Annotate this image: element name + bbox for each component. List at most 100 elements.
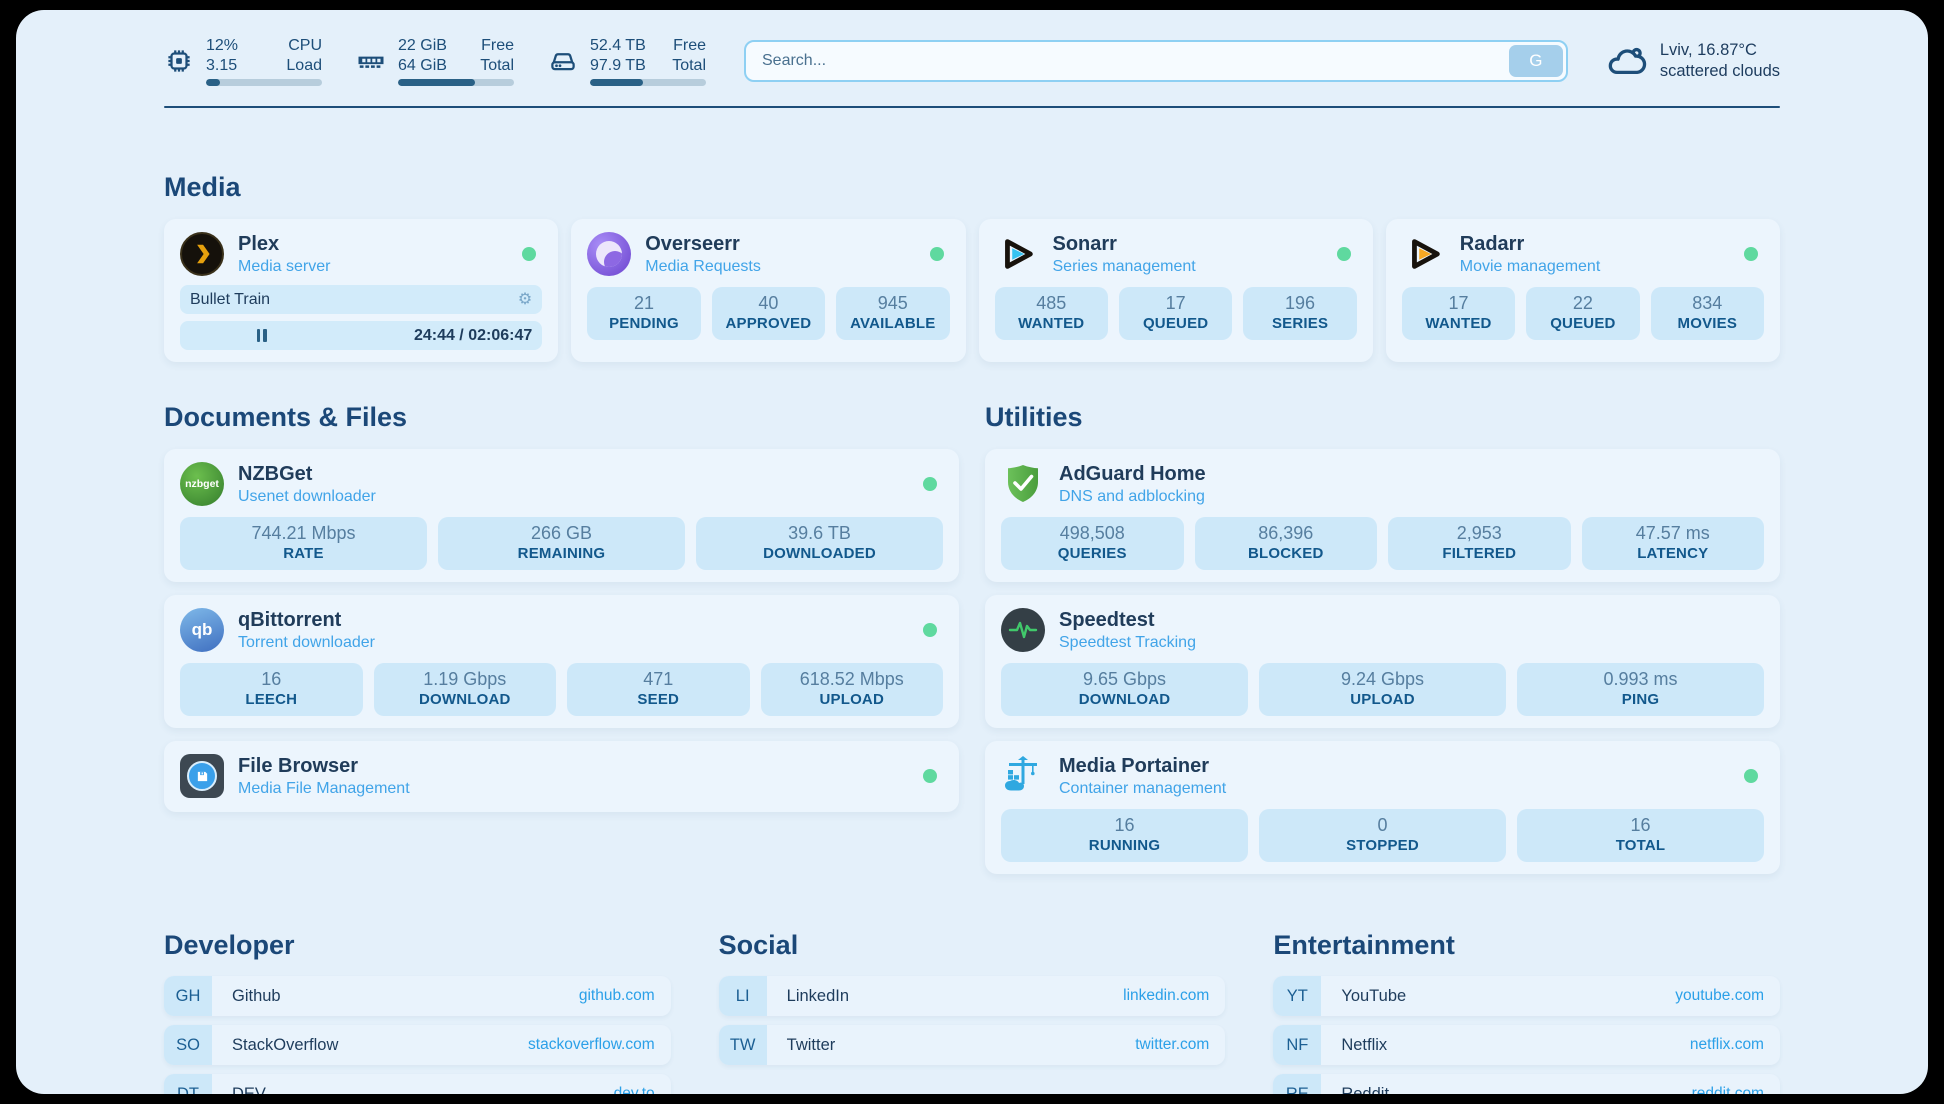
service-card-overseerr[interactable]: Overseerr Media Requests 21 PENDING 40 A…	[571, 219, 966, 363]
stat-box: 471 SEED	[567, 663, 750, 717]
bookmark-label: Netflix	[1341, 1035, 1388, 1054]
service-card-qbittorrent[interactable]: qb qBittorrent Torrent downloader 16 LEE…	[164, 595, 959, 729]
bookmark-url: reddit.com	[1691, 1085, 1764, 1094]
status-dot	[1336, 247, 1351, 262]
playback-progress-row: 24:44 / 02:06:47	[180, 321, 543, 351]
cpu-load-value: 3.15	[206, 56, 238, 74]
bookmark-netflix[interactable]: NF Netflix netflix.com	[1273, 1025, 1780, 1066]
radarr-icon	[1402, 232, 1446, 276]
bookmark-group-developer: Developer GH Github github.com SO StackO…	[164, 930, 671, 1094]
weather-widget[interactable]: Lviv, 16.87°C scattered clouds	[1606, 40, 1780, 83]
service-title: File Browser	[238, 754, 359, 777]
search-input[interactable]	[744, 40, 1568, 83]
bookmark-dev[interactable]: DT DEV dev.to	[164, 1074, 671, 1094]
bookmark-youtube[interactable]: YT YouTube youtube.com	[1273, 976, 1780, 1017]
cpu-widget: 12% 3.15 CPU Load	[164, 36, 322, 87]
cpu-icon	[164, 46, 194, 76]
section-title-developer: Developer	[164, 930, 295, 961]
utilities-column: Utilities	[985, 402, 1780, 875]
section-title-documents: Documents & Files	[164, 402, 408, 433]
memory-widget: 22 GiB 64 GiB Free Total	[356, 36, 514, 87]
section-title-media: Media	[164, 172, 241, 203]
memory-total-value: 64 GiB	[398, 56, 447, 74]
disk-total-label: Total	[672, 56, 706, 74]
section-title-utilities: Utilities	[985, 402, 1083, 433]
bookmark-linkedin[interactable]: LI LinkedIn linkedin.com	[718, 976, 1226, 1017]
service-card-sonarr[interactable]: Sonarr Series management 485 WANTED 17 Q…	[978, 219, 1373, 363]
bookmark-abbr: DT	[164, 1074, 212, 1094]
gear-icon[interactable]: ⚙	[517, 290, 533, 308]
stat-box: 834 MOVIES	[1650, 287, 1765, 341]
resource-widgets: 12% 3.15 CPU Load	[164, 36, 706, 87]
weather-location-temp: Lviv, 16.87°C	[1659, 40, 1757, 59]
documents-column: Documents & Files nzbget NZBGet Usenet d…	[164, 402, 959, 813]
service-card-plex[interactable]: Plex Media server Bullet Train ⚙ 24:44 /…	[164, 219, 559, 363]
service-card-adguard[interactable]: AdGuard Home DNS and adblocking 498,508 …	[985, 449, 1780, 583]
stat-box: 485 WANTED	[994, 287, 1108, 341]
stat-box: 0.993 ms PING	[1517, 663, 1764, 717]
memory-progress-bar	[398, 79, 514, 87]
bookmark-twitter[interactable]: TW Twitter twitter.com	[718, 1025, 1226, 1066]
section-title-social: Social	[718, 930, 799, 961]
bookmark-url: linkedin.com	[1123, 987, 1210, 1005]
bookmark-github[interactable]: GH Github github.com	[164, 976, 671, 1017]
service-title: AdGuard Home	[1059, 462, 1206, 485]
weather-condition: scattered clouds	[1659, 62, 1780, 81]
service-card-speedtest[interactable]: Speedtest Speedtest Tracking 9.65 Gbps D…	[985, 595, 1780, 729]
bookmark-abbr: RE	[1273, 1074, 1322, 1094]
bookmark-reddit[interactable]: RE Reddit reddit.com	[1273, 1074, 1780, 1094]
service-title: Speedtest	[1059, 608, 1155, 631]
service-title: Media Portainer	[1059, 754, 1210, 777]
disk-total-value: 97.9 TB	[590, 56, 646, 74]
stat-box: 498,508 QUERIES	[1001, 517, 1184, 571]
bookmark-url: netflix.com	[1689, 1036, 1764, 1054]
adguard-icon	[1001, 462, 1045, 506]
stat-box: 9.24 Gbps UPLOAD	[1259, 663, 1506, 717]
service-subtitle: Movie management	[1459, 257, 1601, 275]
service-title: Plex	[238, 232, 280, 255]
cpu-progress-bar	[206, 79, 322, 87]
stat-box: 21 PENDING	[587, 287, 701, 341]
service-subtitle: Torrent downloader	[238, 633, 375, 651]
playback-time: 24:44 / 02:06:47	[413, 326, 533, 344]
section-title-entertainment: Entertainment	[1273, 930, 1455, 961]
stat-box: 196 SERIES	[1243, 287, 1357, 341]
service-card-filebrowser[interactable]: File Browser Media File Management	[164, 741, 959, 813]
service-card-nzbget[interactable]: nzbget NZBGet Usenet downloader 744.21 M…	[164, 449, 959, 583]
stat-box: 1.19 Gbps DOWNLOAD	[373, 663, 556, 717]
portainer-icon	[1001, 754, 1045, 798]
filebrowser-icon	[180, 754, 224, 799]
stat-box: 17 WANTED	[1401, 287, 1516, 341]
search-bar: G	[744, 40, 1568, 83]
service-subtitle: Media server	[238, 257, 331, 275]
memory-free-label: Free	[481, 37, 514, 54]
stat-box: 16 LEECH	[180, 663, 363, 717]
bookmark-stackoverflow[interactable]: SO StackOverflow stackoverflow.com	[164, 1025, 671, 1066]
service-subtitle: Usenet downloader	[238, 487, 376, 505]
stat-box: 2,953 FILTERED	[1388, 517, 1571, 571]
service-card-radarr[interactable]: Radarr Movie management 17 WANTED 22 QUE…	[1385, 219, 1780, 363]
status-dot	[923, 769, 937, 784]
bookmark-label: YouTube	[1341, 986, 1407, 1005]
qbittorrent-icon: qb	[180, 608, 224, 653]
overseerr-icon	[587, 232, 632, 277]
disk-icon	[548, 46, 578, 76]
bookmark-url: stackoverflow.com	[528, 1036, 655, 1054]
dashboard-panel: 12% 3.15 CPU Load	[16, 10, 1928, 1094]
memory-free-value: 22 GiB	[398, 37, 447, 54]
bookmark-abbr: SO	[164, 1025, 212, 1066]
disk-free-value: 52.4 TB	[590, 37, 646, 54]
service-card-portainer[interactable]: Media Portainer Container management 16 …	[985, 741, 1780, 875]
service-subtitle: Speedtest Tracking	[1059, 633, 1196, 651]
search-provider-button[interactable]: G	[1508, 45, 1563, 78]
stat-box: 40 APPROVED	[711, 287, 826, 341]
pause-icon	[256, 329, 267, 343]
bookmark-abbr: TW	[718, 1025, 767, 1066]
disk-widget: 52.4 TB 97.9 TB Free Total	[548, 36, 706, 87]
bookmark-label: Reddit	[1341, 1084, 1390, 1094]
cloud-icon	[1606, 40, 1648, 82]
service-subtitle: Container management	[1059, 779, 1227, 797]
bookmark-group-entertainment: Entertainment YT YouTube youtube.com NF …	[1273, 930, 1780, 1094]
top-bar: 12% 3.15 CPU Load	[164, 36, 1780, 87]
stat-box: 22 QUEUED	[1526, 287, 1640, 341]
